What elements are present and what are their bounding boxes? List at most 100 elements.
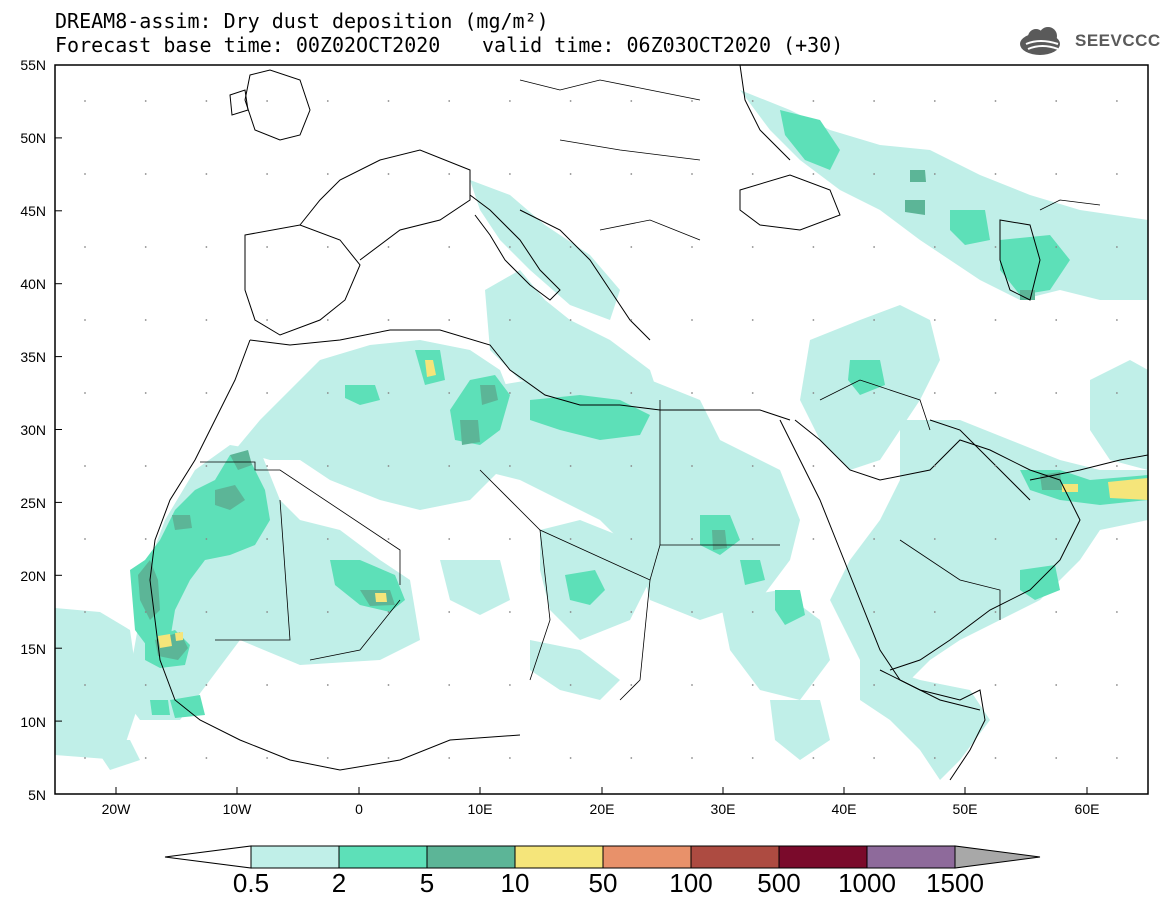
cloud-icon [1020,27,1060,55]
grid-dot [84,246,86,248]
grid-dot [751,757,754,759]
grid-dot [691,246,693,248]
grid-dot [266,100,268,102]
grid-dot [630,611,633,613]
grid-dot [630,100,633,102]
grid-dot [387,757,390,759]
grid-dot [205,538,208,540]
lon-label-10w: 10W [222,801,252,817]
grid-dot [691,684,693,686]
grid-dot [994,684,997,686]
grid-dot [387,173,390,175]
grid-dot [1055,246,1058,248]
grid-dot [205,611,208,613]
grid-dot [812,173,815,175]
grid-dot [994,100,997,102]
grid-dot [933,100,936,102]
grid-dot [1116,465,1118,467]
grid-dot [326,392,329,394]
grid-dot [1055,757,1058,759]
grid-dot [1116,246,1118,248]
lat-label-30n: 30N [20,422,46,438]
grid-dot [812,538,815,540]
grid-dot [630,319,633,321]
grid-dot [84,173,86,175]
lat-label-55n: 55N [20,57,46,73]
grid-dot [84,757,86,759]
grid-dot [1055,392,1058,394]
grid-dot [630,465,633,467]
grid-dot [569,392,572,394]
valid-time: valid time: 06Z03OCT2020 (+30) [482,33,844,57]
grid-dot [569,173,572,175]
grid-dot [509,538,511,540]
grid-dot [630,538,633,540]
grid-dot [873,246,875,248]
grid-dot [448,684,451,686]
lat-label-25n: 25N [20,495,46,511]
grid-dot [1116,100,1118,102]
grid-dot [266,173,268,175]
grid-dot [144,465,147,467]
grid-dot [569,465,572,467]
seevccc-logo [1020,27,1060,55]
grid-dot [509,684,511,686]
grid-dot [205,684,208,686]
lon-label-60e: 60E [1074,801,1100,817]
grid-dot [448,246,451,248]
colorbar-label-500: 500 [757,868,801,898]
grid-dot [387,319,390,321]
grid-dot [751,392,754,394]
grid-dot [933,392,936,394]
grid-dot [387,684,390,686]
grid-dot [326,100,329,102]
grid-dot [205,757,208,759]
grid-dot [1055,465,1058,467]
grid-dot [205,246,208,248]
grid-dot [266,392,268,394]
grid-dot [873,538,875,540]
dust-deposition-field [55,90,1148,780]
grid-dot [751,246,754,248]
grid-dot [144,100,147,102]
grid-dot [144,538,147,540]
grid-dot [509,246,511,248]
grid-dot [205,319,208,321]
grid-dot [387,611,390,613]
grid-dot [873,757,875,759]
grid-dot [569,757,572,759]
grid-dot [933,538,936,540]
grid-dot [994,757,997,759]
level-10-50 [158,360,1148,648]
forecast-base-time: Forecast base time: 00Z02OCT2020 [55,33,441,57]
grid-dot [691,757,693,759]
grid-dot [691,319,693,321]
colorbar-label-100: 100 [669,868,713,898]
grid-dot [569,246,572,248]
grid-dot [873,100,875,102]
lat-label-35n: 35N [20,349,46,365]
axis-ticks [55,64,1088,795]
grid-dot [266,611,268,613]
grid-dot [691,392,693,394]
grid-dot [691,538,693,540]
lat-label-50n: 50N [20,130,46,146]
grid-dot [448,392,451,394]
grid-dot [873,392,875,394]
colorbar-label-10: 10 [500,868,530,898]
grid-dot [630,173,633,175]
grid-dot [630,757,633,759]
colorbar-label-1500: 1500 [926,868,984,898]
grid-dot [387,465,390,467]
grid-dot [266,684,268,686]
colorbar-label-5: 5 [419,868,435,898]
grid-dot [84,684,86,686]
grid-dot [812,319,815,321]
grid-dot [509,100,511,102]
grid-dot [1116,319,1118,321]
grid-dot [448,757,451,759]
grid-dot [994,246,997,248]
lat-label-15n: 15N [20,641,46,657]
lat-label-10n: 10N [20,714,46,730]
